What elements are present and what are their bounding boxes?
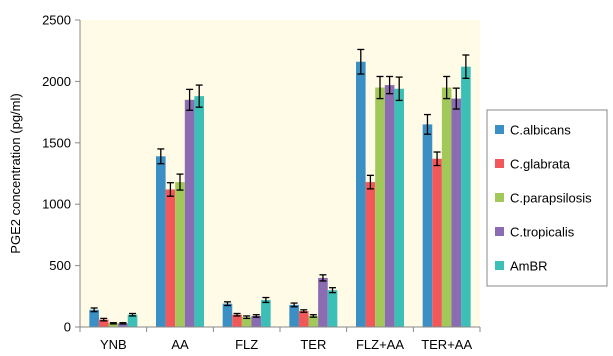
bar — [241, 317, 252, 327]
bars — [89, 61, 471, 327]
legend: C.albicans C.glabrata C.parapsilosis C.trop… — [486, 109, 608, 287]
bar — [194, 96, 204, 327]
y-tick-label: 2500 — [42, 13, 71, 28]
bar — [156, 156, 166, 327]
bar — [184, 99, 195, 327]
bar — [308, 315, 319, 327]
x-tick-label: TER — [300, 337, 326, 352]
error-bar — [357, 48, 365, 75]
error-bar — [452, 87, 460, 110]
legend-swatch — [495, 159, 504, 168]
bar — [222, 303, 233, 327]
bar — [375, 87, 385, 327]
error-bar — [100, 317, 108, 322]
bar — [127, 314, 138, 327]
bar — [432, 158, 442, 327]
error-bar — [423, 113, 431, 135]
error-bar — [366, 174, 374, 190]
bar — [365, 182, 376, 327]
error-bar — [109, 322, 117, 325]
legend-box — [486, 109, 608, 287]
bar — [98, 319, 109, 327]
legend-swatch — [495, 227, 504, 236]
x-tick-label: YNB — [100, 337, 127, 352]
error-bar — [90, 307, 98, 313]
bar — [422, 124, 433, 327]
error-bar — [433, 151, 441, 167]
x-tick-label: TER+AA — [421, 337, 472, 352]
bar — [261, 299, 271, 327]
y-tick-label: 2000 — [42, 74, 71, 89]
legend-swatch — [495, 261, 504, 270]
y-axis-title: PGE2 concentration (pg/ml) — [8, 93, 23, 253]
legend-label: C.parapsilosis — [510, 191, 592, 206]
y-tick-label: 1500 — [42, 135, 71, 150]
error-bars — [90, 48, 470, 325]
bar — [89, 309, 99, 327]
error-bar — [243, 315, 251, 320]
error-bar — [119, 322, 127, 325]
x-tick-label: FLZ — [235, 337, 258, 352]
x-tick-label: AA — [171, 337, 189, 352]
error-bar — [233, 312, 241, 317]
bar — [298, 311, 309, 327]
bar — [384, 85, 395, 327]
error-bar — [129, 312, 137, 317]
error-bar — [376, 75, 384, 100]
y-tick-label: 500 — [49, 258, 71, 273]
bar — [461, 66, 471, 327]
bar — [118, 323, 128, 327]
bar — [232, 314, 242, 327]
error-bar — [290, 302, 298, 308]
y-axis-ticks: 0 500 1000 1500 2000 2500 — [42, 13, 80, 335]
error-bar — [223, 301, 231, 307]
error-bar — [462, 54, 470, 79]
bar — [451, 98, 462, 327]
legend-swatch — [495, 193, 504, 202]
x-axis-ticks: YNB AA FLZ TER FLZ+AA TER+AA — [79, 327, 481, 352]
error-bar — [386, 75, 394, 95]
y-tick-label: 1000 — [42, 197, 71, 212]
error-bar — [309, 314, 317, 318]
bar — [289, 304, 299, 327]
bar — [251, 315, 262, 327]
x-tick-label: FLZ+AA — [356, 337, 404, 352]
legend-label: C.tropicalis — [510, 225, 575, 240]
bar — [394, 88, 404, 327]
error-bar — [300, 309, 308, 313]
error-bar — [157, 148, 165, 165]
bar — [441, 87, 452, 327]
bar — [318, 277, 328, 327]
legend-label: C.albicans — [510, 123, 571, 138]
error-bar — [319, 274, 327, 282]
bar — [327, 290, 338, 327]
bar — [175, 182, 185, 327]
error-bar — [395, 76, 403, 102]
bar — [108, 323, 119, 327]
error-bar — [186, 88, 194, 111]
error-bar — [176, 173, 184, 191]
legend-swatch — [495, 125, 504, 134]
legend-label: C.glabrata — [510, 157, 571, 172]
bar — [356, 61, 366, 327]
error-bar — [166, 182, 174, 197]
error-bar — [329, 287, 337, 294]
error-bar — [262, 296, 270, 304]
error-bar — [195, 84, 203, 108]
error-bar — [252, 314, 260, 318]
error-bar — [443, 75, 451, 100]
bar — [165, 189, 176, 327]
legend-label: AmBR — [510, 259, 548, 274]
plot-area — [80, 20, 480, 327]
y-tick-label: 0 — [64, 320, 71, 335]
